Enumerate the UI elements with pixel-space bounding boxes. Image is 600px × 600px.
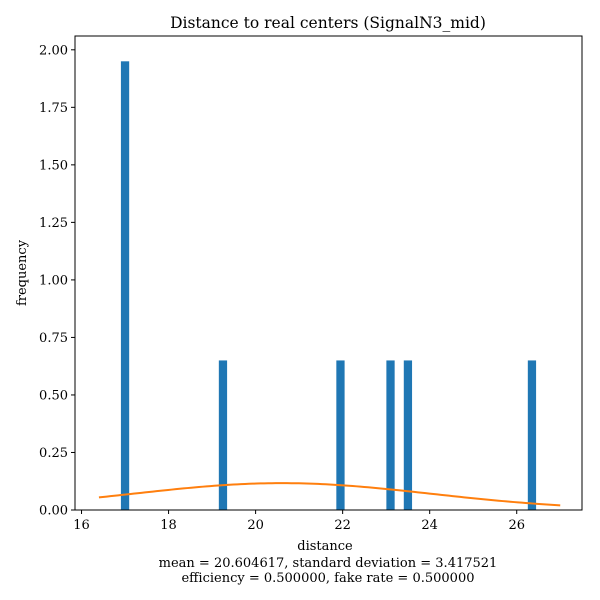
histogram-bar-1 <box>120 61 130 511</box>
histogram-bar-4 <box>386 360 395 510</box>
x-axis-ticks: 16 18 20 22 24 26 <box>73 510 525 533</box>
bars-group <box>120 61 537 511</box>
y-tick-label: 0.50 <box>39 388 68 403</box>
y-tick-label: 0.00 <box>39 504 68 519</box>
histogram-bar-2 <box>218 360 228 510</box>
chart-title: Distance to real centers (SignalN3_mid) <box>170 14 486 32</box>
y-tick-label: 1.25 <box>39 216 68 231</box>
plot-frame <box>74 35 583 511</box>
histogram-bar-6 <box>527 360 537 510</box>
x-tick-label: 26 <box>508 518 525 533</box>
x-tick-label: 20 <box>247 518 264 533</box>
x-tick-label: 18 <box>160 518 177 533</box>
histogram-bar-5 <box>403 360 413 510</box>
y-tick-label: 1.50 <box>39 158 68 173</box>
x-tick-label: 24 <box>421 518 438 533</box>
stats-line-efficiency: efficiency = 0.500000, fake rate = 0.500… <box>181 571 474 586</box>
y-tick-label: 1.75 <box>39 101 68 116</box>
normal-fit-curve <box>98 482 561 507</box>
y-axis-ticks: 0.00 0.25 0.50 0.75 1.00 1.25 1.50 1.75 2.00 <box>39 43 75 519</box>
y-tick-label: 1.00 <box>39 273 68 288</box>
x-tick-label: 16 <box>73 518 90 533</box>
x-tick-label: 22 <box>334 518 351 533</box>
histogram-bar-3 <box>336 360 345 510</box>
y-tick-label: 2.00 <box>39 43 68 58</box>
y-tick-label: 0.25 <box>39 446 68 461</box>
y-axis-label: frequency <box>15 239 30 306</box>
stats-line-mean-std: mean = 20.604617, standard deviation = 3… <box>159 556 498 571</box>
x-axis-label: distance <box>297 539 353 554</box>
y-tick-label: 0.75 <box>39 331 68 346</box>
